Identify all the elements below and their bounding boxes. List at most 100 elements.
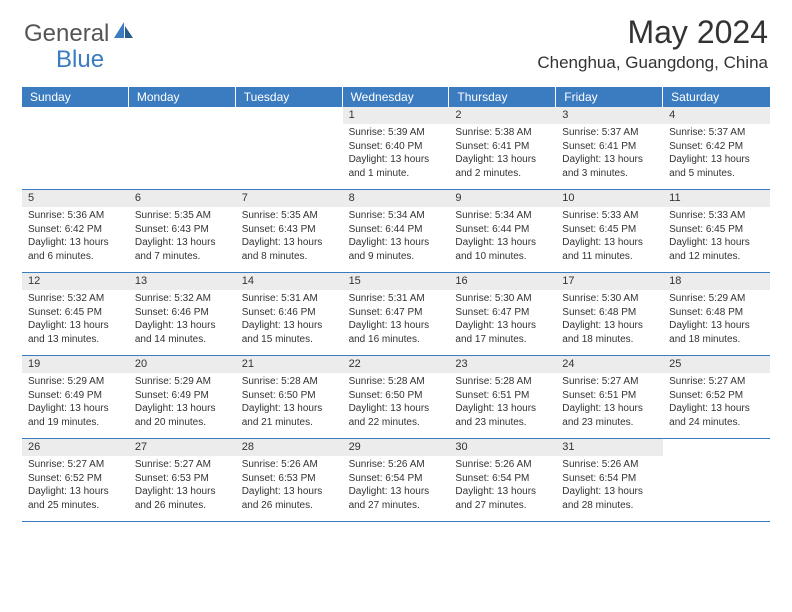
daylight-text: Daylight: 13 hours and 9 minutes. xyxy=(349,236,444,263)
day-details: Sunrise: 5:28 AMSunset: 6:50 PMDaylight:… xyxy=(343,373,450,433)
sunset-text: Sunset: 6:54 PM xyxy=(455,472,550,486)
day-details: Sunrise: 5:38 AMSunset: 6:41 PMDaylight:… xyxy=(449,124,556,184)
day-details: Sunrise: 5:26 AMSunset: 6:54 PMDaylight:… xyxy=(556,456,663,516)
calendar-day-cell: 20Sunrise: 5:29 AMSunset: 6:49 PMDayligh… xyxy=(129,356,236,438)
logo-text-blue-wrap: Blue xyxy=(24,46,104,74)
calendar-day-cell: 23Sunrise: 5:28 AMSunset: 6:51 PMDayligh… xyxy=(449,356,556,438)
daylight-text: Daylight: 13 hours and 27 minutes. xyxy=(349,485,444,512)
sunset-text: Sunset: 6:44 PM xyxy=(349,223,444,237)
day-number: 21 xyxy=(236,356,343,373)
sunrise-text: Sunrise: 5:35 AM xyxy=(135,209,230,223)
day-number: 4 xyxy=(663,107,770,124)
sunrise-text: Sunrise: 5:37 AM xyxy=(562,126,657,140)
day-number: 23 xyxy=(449,356,556,373)
day-details: Sunrise: 5:32 AMSunset: 6:46 PMDaylight:… xyxy=(129,290,236,350)
weekday-header: Friday xyxy=(556,87,663,107)
day-number: 11 xyxy=(663,190,770,207)
day-number: 8 xyxy=(343,190,450,207)
day-details: Sunrise: 5:30 AMSunset: 6:47 PMDaylight:… xyxy=(449,290,556,350)
weekday-header-row: Sunday Monday Tuesday Wednesday Thursday… xyxy=(22,87,770,107)
title-block: May 2024 Chenghua, Guangdong, China xyxy=(537,14,768,73)
weekday-header: Thursday xyxy=(449,87,556,107)
day-details: Sunrise: 5:39 AMSunset: 6:40 PMDaylight:… xyxy=(343,124,450,184)
day-details: Sunrise: 5:27 AMSunset: 6:52 PMDaylight:… xyxy=(22,456,129,516)
day-details: Sunrise: 5:32 AMSunset: 6:45 PMDaylight:… xyxy=(22,290,129,350)
calendar-day-cell xyxy=(663,439,770,521)
sunset-text: Sunset: 6:44 PM xyxy=(455,223,550,237)
sunset-text: Sunset: 6:43 PM xyxy=(135,223,230,237)
day-details: Sunrise: 5:31 AMSunset: 6:46 PMDaylight:… xyxy=(236,290,343,350)
daylight-text: Daylight: 13 hours and 22 minutes. xyxy=(349,402,444,429)
calendar-day-cell: 4Sunrise: 5:37 AMSunset: 6:42 PMDaylight… xyxy=(663,107,770,189)
day-details: Sunrise: 5:34 AMSunset: 6:44 PMDaylight:… xyxy=(449,207,556,267)
logo-sail-icon xyxy=(113,20,135,45)
day-number: 26 xyxy=(22,439,129,456)
sunrise-text: Sunrise: 5:32 AM xyxy=(28,292,123,306)
calendar-week-row: 12Sunrise: 5:32 AMSunset: 6:45 PMDayligh… xyxy=(22,273,770,356)
sunrise-text: Sunrise: 5:31 AM xyxy=(242,292,337,306)
daylight-text: Daylight: 13 hours and 19 minutes. xyxy=(28,402,123,429)
calendar-day-cell xyxy=(129,107,236,189)
day-number: 9 xyxy=(449,190,556,207)
calendar-week-row: 19Sunrise: 5:29 AMSunset: 6:49 PMDayligh… xyxy=(22,356,770,439)
daylight-text: Daylight: 13 hours and 27 minutes. xyxy=(455,485,550,512)
daylight-text: Daylight: 13 hours and 13 minutes. xyxy=(28,319,123,346)
daylight-text: Daylight: 13 hours and 28 minutes. xyxy=(562,485,657,512)
day-number: 14 xyxy=(236,273,343,290)
weekday-header: Saturday xyxy=(663,87,770,107)
day-number xyxy=(236,107,343,124)
calendar-day-cell: 26Sunrise: 5:27 AMSunset: 6:52 PMDayligh… xyxy=(22,439,129,521)
daylight-text: Daylight: 13 hours and 18 minutes. xyxy=(669,319,764,346)
day-number xyxy=(129,107,236,124)
daylight-text: Daylight: 13 hours and 16 minutes. xyxy=(349,319,444,346)
calendar-day-cell: 21Sunrise: 5:28 AMSunset: 6:50 PMDayligh… xyxy=(236,356,343,438)
day-number: 31 xyxy=(556,439,663,456)
calendar-day-cell: 1Sunrise: 5:39 AMSunset: 6:40 PMDaylight… xyxy=(343,107,450,189)
day-details: Sunrise: 5:29 AMSunset: 6:49 PMDaylight:… xyxy=(129,373,236,433)
sunset-text: Sunset: 6:50 PM xyxy=(349,389,444,403)
day-number: 25 xyxy=(663,356,770,373)
sunrise-text: Sunrise: 5:26 AM xyxy=(455,458,550,472)
sunrise-text: Sunrise: 5:27 AM xyxy=(562,375,657,389)
daylight-text: Daylight: 13 hours and 21 minutes. xyxy=(242,402,337,429)
calendar-day-cell: 12Sunrise: 5:32 AMSunset: 6:45 PMDayligh… xyxy=(22,273,129,355)
calendar-day-cell: 31Sunrise: 5:26 AMSunset: 6:54 PMDayligh… xyxy=(556,439,663,521)
calendar-day-cell: 14Sunrise: 5:31 AMSunset: 6:46 PMDayligh… xyxy=(236,273,343,355)
day-details: Sunrise: 5:29 AMSunset: 6:49 PMDaylight:… xyxy=(22,373,129,433)
calendar-day-cell: 11Sunrise: 5:33 AMSunset: 6:45 PMDayligh… xyxy=(663,190,770,272)
sunrise-text: Sunrise: 5:29 AM xyxy=(135,375,230,389)
sunset-text: Sunset: 6:45 PM xyxy=(669,223,764,237)
daylight-text: Daylight: 13 hours and 20 minutes. xyxy=(135,402,230,429)
day-number: 5 xyxy=(22,190,129,207)
sunset-text: Sunset: 6:51 PM xyxy=(562,389,657,403)
day-details: Sunrise: 5:28 AMSunset: 6:51 PMDaylight:… xyxy=(449,373,556,433)
calendar-day-cell: 13Sunrise: 5:32 AMSunset: 6:46 PMDayligh… xyxy=(129,273,236,355)
sunset-text: Sunset: 6:48 PM xyxy=(669,306,764,320)
daylight-text: Daylight: 13 hours and 26 minutes. xyxy=(242,485,337,512)
calendar-day-cell xyxy=(236,107,343,189)
calendar-week-row: 26Sunrise: 5:27 AMSunset: 6:52 PMDayligh… xyxy=(22,439,770,522)
day-number: 16 xyxy=(449,273,556,290)
sunrise-text: Sunrise: 5:36 AM xyxy=(28,209,123,223)
sunrise-text: Sunrise: 5:27 AM xyxy=(669,375,764,389)
calendar-day-cell: 5Sunrise: 5:36 AMSunset: 6:42 PMDaylight… xyxy=(22,190,129,272)
sunrise-text: Sunrise: 5:27 AM xyxy=(28,458,123,472)
sunset-text: Sunset: 6:41 PM xyxy=(562,140,657,154)
day-number: 20 xyxy=(129,356,236,373)
sunrise-text: Sunrise: 5:39 AM xyxy=(349,126,444,140)
calendar-day-cell: 30Sunrise: 5:26 AMSunset: 6:54 PMDayligh… xyxy=(449,439,556,521)
sunrise-text: Sunrise: 5:34 AM xyxy=(349,209,444,223)
daylight-text: Daylight: 13 hours and 6 minutes. xyxy=(28,236,123,263)
calendar-week-row: 5Sunrise: 5:36 AMSunset: 6:42 PMDaylight… xyxy=(22,190,770,273)
daylight-text: Daylight: 13 hours and 12 minutes. xyxy=(669,236,764,263)
day-number: 6 xyxy=(129,190,236,207)
sunset-text: Sunset: 6:49 PM xyxy=(28,389,123,403)
calendar-day-cell: 19Sunrise: 5:29 AMSunset: 6:49 PMDayligh… xyxy=(22,356,129,438)
day-number: 15 xyxy=(343,273,450,290)
sunset-text: Sunset: 6:46 PM xyxy=(135,306,230,320)
sunrise-text: Sunrise: 5:30 AM xyxy=(455,292,550,306)
day-number: 7 xyxy=(236,190,343,207)
day-number xyxy=(663,439,770,456)
calendar-day-cell: 10Sunrise: 5:33 AMSunset: 6:45 PMDayligh… xyxy=(556,190,663,272)
day-details: Sunrise: 5:28 AMSunset: 6:50 PMDaylight:… xyxy=(236,373,343,433)
